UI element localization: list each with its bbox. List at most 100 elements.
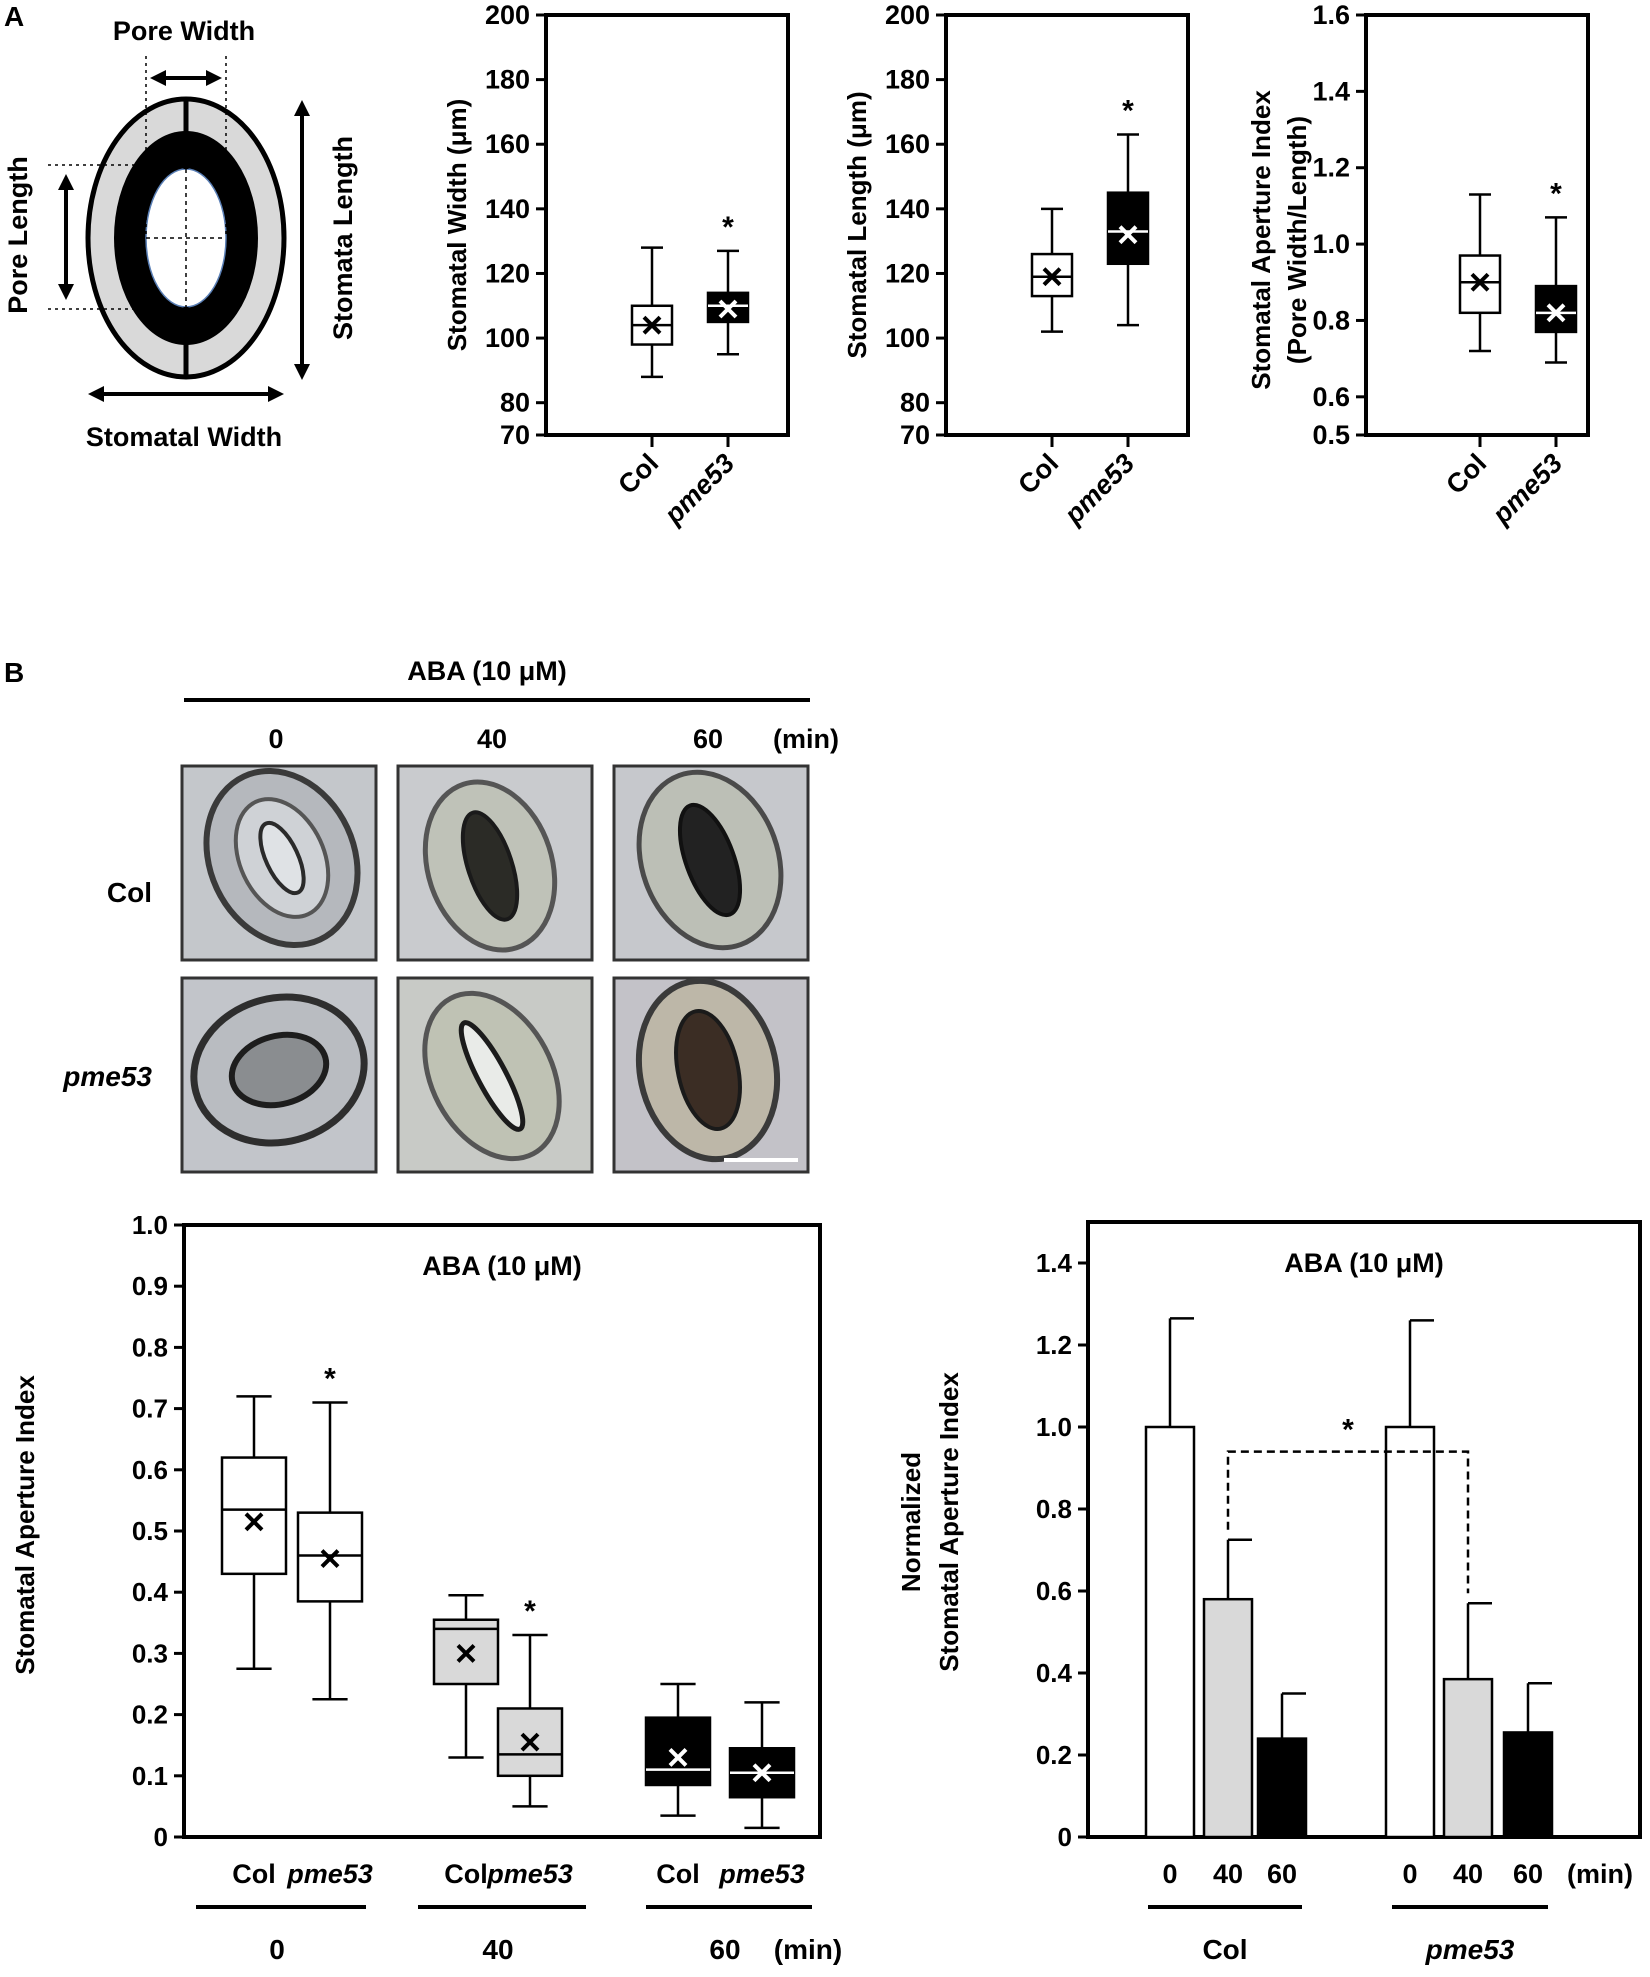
bar [1502,1731,1554,1839]
stomata-diagram: Pore Width Pore Length Stomata Length St… [3,16,358,452]
x-tick-label: Col [1440,448,1492,500]
significance-bracket [1226,1450,1470,1594]
bar [1144,1425,1196,1839]
y-tick-label: 0.2 [132,1700,168,1730]
group-label: 0 [269,1934,285,1965]
y-tick-label: 200 [485,0,530,30]
x-tick-label: pme53 [486,1859,573,1889]
box [1106,191,1150,266]
box [706,291,750,324]
arrowhead [206,70,222,86]
y-axis-label: Normalized [896,1452,926,1592]
stomatal-width-label: Stomatal Width [86,422,282,452]
time-unit-label: (min) [773,724,839,754]
y-tick-label: 80 [900,388,930,418]
y-tick-label: 0.9 [132,1271,168,1301]
chart-4: 0 0.1 0.2 0.3 0.4 0.5 0.6 0.7 0.8 0.9 1.0 Stomatal … [10,1210,842,1965]
x-tick-label: pme53 [658,448,740,530]
micrograph-pme53-0 [180,976,378,1174]
y-tick-label: 160 [885,129,930,159]
x-tick-label: 60 [1513,1859,1543,1889]
y-tick-label: 140 [885,194,930,224]
arrowhead [58,174,74,190]
plot-frame [544,13,790,437]
arrowhead [268,386,284,402]
y-tick-label: 120 [485,258,530,288]
mean-marker [520,1732,540,1752]
y-tick-label: 70 [500,420,530,450]
group-label: pme53 [1425,1934,1515,1965]
time-label: 40 [477,724,507,754]
mean-marker [642,315,662,335]
y-tick-label: 100 [485,323,530,353]
y-tick-label: 0.8 [132,1332,168,1362]
y-tick-label: 1.2 [1312,153,1350,183]
micrograph-pme53-40 [396,976,594,1174]
y-tick-label: 1.0 [1036,1412,1072,1442]
y-tick-label: 0.4 [1036,1658,1073,1688]
pore-length-label: Pore Length [3,156,33,314]
box [1534,284,1578,334]
y-tick-label: 120 [885,258,930,288]
y-tick-label: 180 [485,65,530,95]
row-label-pme53: pme53 [62,1061,152,1092]
x-tick-label: Col [656,1859,700,1889]
panel-label-a: A [4,1,24,32]
x-tick-label: 40 [1453,1859,1483,1889]
y-tick-label: 80 [500,388,530,418]
time-label: 0 [268,724,283,754]
mean-marker [1118,225,1138,245]
micrograph-col-60 [612,764,810,962]
y-axis-label: Stomatal Aperture Index [10,1375,40,1675]
box [296,1511,364,1603]
x-tick-label: 60 [1267,1859,1297,1889]
y-tick-label: 140 [485,194,530,224]
bar [1384,1425,1436,1839]
x-tick-label: 40 [1213,1859,1243,1889]
arrowhead [294,100,310,116]
y-tick-label: 0.7 [132,1394,168,1424]
box [220,1456,288,1576]
mean-marker [718,299,738,319]
mean-marker [1470,272,1490,292]
y-tick-label: 0.4 [132,1577,169,1607]
y-tick-label: 1.2 [1036,1330,1072,1360]
y-tick-label: 0 [154,1822,168,1852]
y-tick-label: 0.8 [1036,1494,1072,1524]
mean-marker [1546,303,1566,323]
mean-marker [244,1512,264,1532]
box [432,1618,500,1686]
y-axis-label-2: Stomatal Aperture Index [934,1372,964,1672]
y-tick-label: 180 [885,65,930,95]
x-tick-label: 0 [1162,1859,1177,1889]
x-tick-label: 0 [1402,1859,1417,1889]
category-unit-label: (min) [1567,1859,1633,1889]
significance-star: * [1342,1414,1354,1447]
y-tick-label: 0.5 [132,1516,168,1546]
arrowhead [150,70,166,86]
significance-star: * [1122,95,1134,128]
mean-marker [320,1549,340,1568]
significance-star: * [524,1595,536,1628]
x-tick-label: pme53 [1058,448,1140,530]
y-axis-label: Stomatal Width (μm) [442,99,472,352]
y-tick-label: 1.4 [1312,76,1350,106]
y-tick-label: 0 [1058,1822,1072,1852]
y-tick-label: 70 [900,420,930,450]
y-tick-label: 0.2 [1036,1740,1072,1770]
y-tick-label: 100 [885,323,930,353]
group-label: Col [1202,1934,1247,1965]
group-label: 40 [482,1934,513,1965]
x-tick-label: Col [612,448,664,500]
arrowhead [294,364,310,380]
significance-star: * [722,211,734,244]
y-tick-label: 160 [485,129,530,159]
micrograph-col-40 [396,764,594,962]
x-tick-label: Col [444,1859,488,1889]
y-axis-label: Stomatal Length (μm) [842,91,872,358]
x-tick-label: pme53 [286,1859,373,1889]
x-tick-label: Col [1012,448,1064,500]
y-tick-label: 0.5 [1312,420,1350,450]
